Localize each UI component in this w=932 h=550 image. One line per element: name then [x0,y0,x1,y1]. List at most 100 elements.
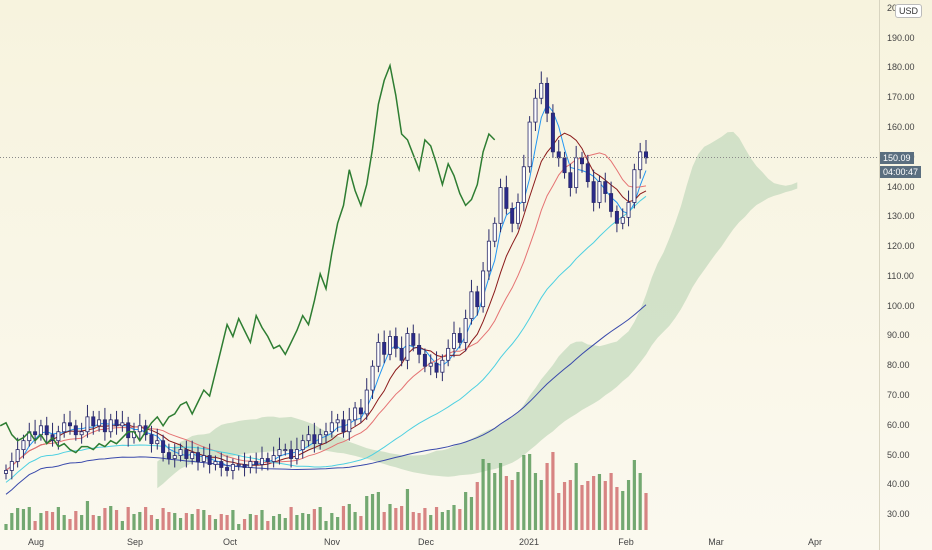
candle-body [585,163,590,183]
candle-body [172,455,177,459]
price-tick-label: 160.00 [887,122,915,133]
volume-bar [213,519,218,530]
volume-bar [33,521,37,530]
candle [312,422,317,453]
candle [399,336,404,367]
volume-bar [39,513,43,530]
volume-bar [4,524,8,530]
candle-body [219,461,224,468]
time-tick-label: Nov [324,537,341,547]
volume-bar [533,473,538,530]
candle-body [271,455,276,462]
volume-bar [248,514,252,530]
candle [242,452,247,477]
candle [161,434,166,462]
price-tick-label: 90.00 [887,330,910,341]
candle-body [597,181,602,203]
volume-bar [568,480,572,530]
candle-body [550,112,555,153]
volume-bar [504,476,508,530]
candle [376,333,381,373]
volume-bar [283,518,287,530]
time-tick-label: Dec [418,537,435,547]
volume-bar [626,480,631,530]
volume-bar [487,463,491,530]
candle-body [329,422,334,433]
candle-body [446,347,451,361]
candle [550,104,555,158]
candle [283,443,288,456]
candle-body [644,151,649,159]
candle [614,205,619,233]
currency-label[interactable]: USD [895,4,923,18]
candle-body [213,461,218,465]
candle-body [614,211,619,224]
volume-bar [574,463,578,530]
candle-body [382,342,387,355]
candle [632,163,637,209]
candle [422,348,427,373]
price-tick-label: 100.00 [887,300,915,311]
price-tick-label: 110.00 [887,270,914,281]
candle-body [411,333,416,346]
volume-bar [306,514,311,530]
candle [434,351,439,379]
volume-bar [318,507,322,530]
candle [44,416,49,444]
candle [190,440,195,465]
volume-bar [469,497,474,530]
volume-bar [522,455,526,530]
candle-body [580,157,585,165]
volume-bar [336,517,340,530]
volume-bar [545,463,549,530]
candle [137,413,142,441]
candle [626,190,631,227]
candle-body [38,425,43,436]
candle [562,151,567,179]
candle [265,452,270,471]
candle [568,163,573,197]
candle-body [521,166,526,203]
candle-body [62,422,67,433]
plot-area[interactable]: Aug Sep Oct Nov Dec 2021 Feb Mar Apr [0,0,879,550]
candle [21,434,26,459]
volume-bar [551,452,555,530]
ma-mid-line [5,195,647,483]
candle-body [242,464,247,468]
candle [498,178,503,233]
candle [539,71,544,105]
price-tick-label: 60.00 [887,419,910,430]
candle [248,455,253,474]
volume-bar [400,506,404,530]
volume-bar [475,482,479,530]
candle-body [632,169,637,203]
candle [486,229,491,280]
candle [73,419,78,441]
volume-bar [359,516,363,530]
candle [207,443,212,474]
volume-bar [10,513,14,530]
volume-bar [114,510,119,530]
candle [492,217,497,248]
volume-bar [481,459,485,530]
time-tick-label: Sep [127,537,143,547]
volume-bar [365,496,369,530]
candle-body [190,452,195,459]
volume-bar [109,506,113,530]
candle [225,455,230,477]
price-tick-label: 80.00 [887,360,910,371]
candle-body [15,449,20,462]
volume-bar [21,509,26,530]
volume-bar [434,507,439,530]
candle [114,410,119,435]
price-axis[interactable]: 200.00190.00180.00170.00160.00150.00140.… [879,0,932,550]
candle [387,330,392,361]
volume-bar [144,507,148,530]
price-tick-label: 190.00 [887,32,915,43]
volume-bar [312,509,316,530]
volume-bar [539,480,543,530]
volume-bar [266,521,270,530]
volume-bar [388,504,392,530]
volume-bar [295,515,299,530]
